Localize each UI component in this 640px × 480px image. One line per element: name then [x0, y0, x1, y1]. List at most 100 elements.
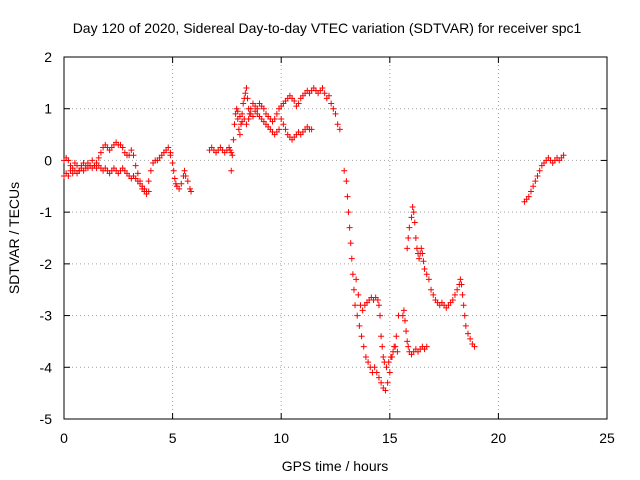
data-point — [229, 152, 236, 159]
chart-title: Day 120 of 2020, Sidereal Day-to-day VTE… — [73, 20, 582, 36]
data-series — [61, 162, 152, 198]
data-series — [353, 276, 401, 371]
data-point — [419, 250, 426, 257]
data-point — [423, 343, 430, 350]
data-point — [276, 126, 283, 133]
data-point — [405, 343, 412, 350]
data-point — [394, 348, 401, 355]
data-point — [457, 276, 464, 283]
data-point — [119, 144, 126, 151]
data-point — [410, 209, 417, 216]
data-point — [271, 116, 278, 123]
data-point — [260, 105, 267, 112]
data-point — [400, 307, 407, 314]
data-point — [95, 154, 102, 161]
data-point — [418, 245, 425, 252]
data-point — [145, 178, 152, 185]
data-point — [97, 149, 104, 156]
data-point — [416, 255, 423, 262]
data-point — [291, 97, 298, 104]
data-point — [428, 286, 435, 293]
data-point — [425, 276, 432, 283]
data-point — [341, 167, 348, 174]
data-point — [137, 180, 144, 187]
data-point — [182, 172, 189, 179]
data-point — [89, 157, 96, 164]
data-point — [244, 95, 251, 102]
data-point — [534, 172, 541, 179]
data-point — [352, 302, 359, 309]
data-point — [295, 100, 302, 107]
x-tick-label: 0 — [60, 430, 68, 446]
data-point — [176, 185, 183, 192]
data-point — [382, 387, 389, 394]
data-series — [404, 203, 478, 350]
data-point — [321, 90, 328, 97]
data-point — [420, 258, 427, 265]
data-point — [536, 167, 543, 174]
data-point — [386, 369, 393, 376]
data-point — [273, 110, 280, 117]
data-point — [353, 276, 360, 283]
data-point — [560, 152, 567, 159]
data-point — [230, 136, 237, 143]
data-point — [242, 90, 249, 97]
data-point — [525, 193, 532, 200]
data-point — [231, 121, 238, 128]
data-point — [249, 113, 256, 120]
data-series — [399, 307, 430, 358]
data-point — [362, 353, 369, 360]
data-point — [228, 167, 235, 174]
data-point — [464, 330, 471, 337]
data-point — [330, 105, 337, 112]
data-point — [235, 126, 242, 133]
y-tick-label: -2 — [40, 256, 53, 272]
data-point — [399, 312, 406, 319]
data-point — [421, 266, 428, 273]
data-point — [188, 188, 195, 195]
data-point — [423, 271, 430, 278]
data-point — [234, 108, 241, 115]
data-point — [374, 297, 381, 304]
y-tick-label: 1 — [44, 101, 52, 117]
data-point — [328, 100, 335, 107]
data-point — [178, 180, 185, 187]
data-point — [236, 131, 243, 138]
y-axis-label: SDTVAR / TECUs — [6, 182, 22, 294]
plot-frame — [63, 56, 608, 420]
data-point — [169, 160, 176, 167]
data-series — [61, 139, 174, 195]
data-point — [145, 188, 152, 195]
data-point — [377, 312, 384, 319]
data-point — [454, 286, 461, 293]
data-point — [354, 312, 361, 319]
data-point — [404, 338, 411, 345]
x-tick-label: 5 — [169, 430, 177, 446]
data-point — [349, 271, 356, 278]
data-point — [65, 172, 72, 179]
data-point — [387, 353, 394, 360]
data-point — [393, 333, 400, 340]
data-point — [186, 185, 193, 192]
data-point — [332, 110, 339, 117]
data-point — [184, 178, 191, 185]
data-point — [147, 167, 154, 174]
data-point — [375, 374, 382, 381]
data-point — [375, 302, 382, 309]
data-point — [280, 121, 287, 128]
data-series — [167, 152, 195, 195]
data-point — [171, 175, 178, 182]
data-point — [379, 343, 386, 350]
data-point — [172, 180, 179, 187]
data-point — [461, 312, 468, 319]
data-point — [530, 183, 537, 190]
data-point — [402, 317, 409, 324]
data-point — [128, 147, 135, 154]
data-point — [360, 343, 367, 350]
data-point — [346, 224, 353, 231]
x-tick-label: 15 — [382, 430, 398, 446]
data-point — [383, 364, 390, 371]
data-point — [336, 126, 343, 133]
data-point — [451, 291, 458, 298]
data-point — [233, 105, 240, 112]
